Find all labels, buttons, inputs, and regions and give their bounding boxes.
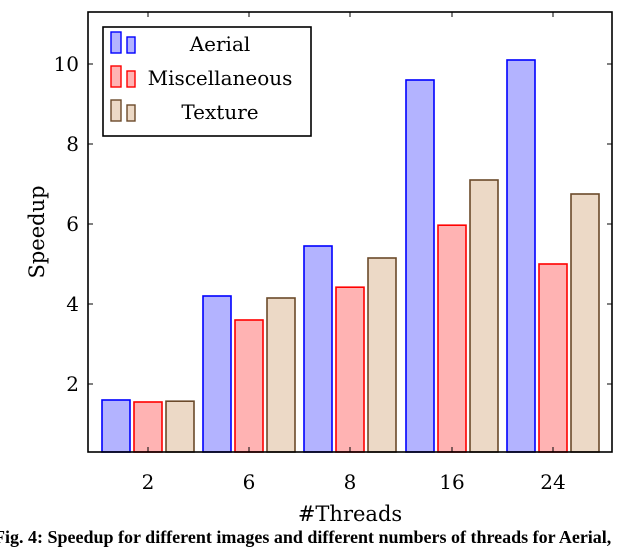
y-tick-label: 10 xyxy=(54,52,79,76)
y-tick-label: 4 xyxy=(66,292,79,316)
y-tick-label: 8 xyxy=(66,132,79,156)
legend-swatch-miscellaneous-small xyxy=(126,70,136,88)
bar-miscellaneous-2 xyxy=(133,401,163,453)
legend-label-texture: Texture xyxy=(181,100,258,124)
bar-aerial-8 xyxy=(303,245,333,453)
plot-frame xyxy=(87,11,613,453)
bars-group xyxy=(101,59,600,453)
y-axis-label: Speedup xyxy=(25,185,49,278)
bar-miscellaneous-16 xyxy=(437,224,467,453)
legend-swatch-texture-small xyxy=(126,104,136,122)
y-tick-label: 6 xyxy=(66,212,79,236)
legend-label-aerial: Aerial xyxy=(189,32,251,56)
bar-aerial-6 xyxy=(202,295,232,453)
bar-texture-24 xyxy=(570,193,600,453)
bar-aerial-16 xyxy=(405,79,435,453)
bar-texture-8 xyxy=(367,257,397,453)
y-tick-label: 2 xyxy=(66,372,79,396)
figure-caption: Fig. 4: Speedup for different images and… xyxy=(0,527,612,547)
x-tick-label: 8 xyxy=(344,470,357,494)
bar-miscellaneous-8 xyxy=(335,286,365,453)
legend: Aerial Miscellaneous Texture xyxy=(102,26,312,137)
legend-swatch-texture-large xyxy=(110,99,122,122)
bar-texture-2 xyxy=(165,400,195,453)
legend-swatch-aerial-small xyxy=(126,36,136,54)
bar-miscellaneous-24 xyxy=(538,263,568,453)
x-tick-label: 6 xyxy=(243,470,256,494)
bar-aerial-24 xyxy=(506,59,536,453)
x-tick-label: 2 xyxy=(142,470,155,494)
bar-aerial-2 xyxy=(101,399,131,453)
x-axis-label: #Threads xyxy=(298,502,402,526)
x-tick-label: 24 xyxy=(540,470,565,494)
legend-label-miscellaneous: Miscellaneous xyxy=(148,66,293,90)
bar-texture-16 xyxy=(469,179,499,453)
bar-texture-6 xyxy=(266,297,296,453)
legend-swatch-miscellaneous-large xyxy=(110,65,122,88)
x-tick-label: 16 xyxy=(439,470,464,494)
bar-miscellaneous-6 xyxy=(234,319,264,453)
legend-swatch-aerial-large xyxy=(110,31,122,54)
legend-box xyxy=(102,26,312,137)
